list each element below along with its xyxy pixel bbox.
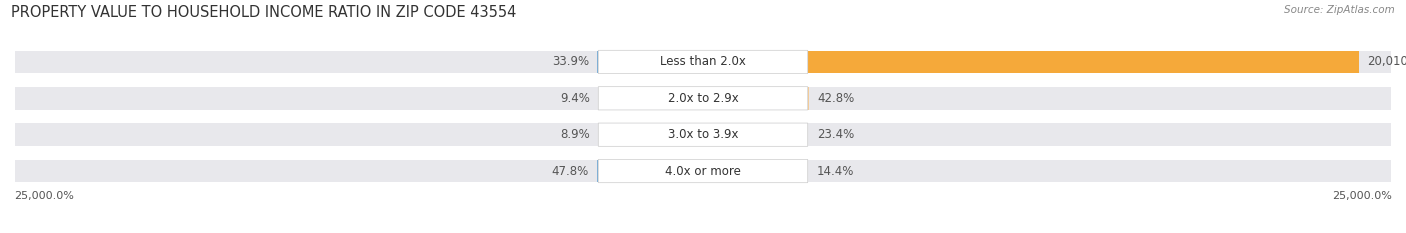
Text: Source: ZipAtlas.com: Source: ZipAtlas.com — [1284, 5, 1395, 15]
Text: 42.8%: 42.8% — [817, 92, 855, 105]
Bar — [14, 160, 1392, 182]
Text: 3.0x to 3.9x: 3.0x to 3.9x — [668, 128, 738, 141]
Text: 25,000.0%: 25,000.0% — [1331, 191, 1392, 201]
FancyBboxPatch shape — [599, 123, 807, 146]
Text: 2.0x to 2.9x: 2.0x to 2.9x — [668, 92, 738, 105]
Bar — [14, 123, 1392, 146]
Text: 8.9%: 8.9% — [560, 128, 589, 141]
Bar — [807, 51, 1360, 73]
Text: 4.0x or more: 4.0x or more — [665, 164, 741, 178]
Text: 9.4%: 9.4% — [560, 92, 589, 105]
Text: PROPERTY VALUE TO HOUSEHOLD INCOME RATIO IN ZIP CODE 43554: PROPERTY VALUE TO HOUSEHOLD INCOME RATIO… — [11, 5, 516, 20]
Bar — [14, 87, 1392, 110]
Text: 20,010.1%: 20,010.1% — [1368, 55, 1406, 69]
Text: 23.4%: 23.4% — [817, 128, 853, 141]
Text: 33.9%: 33.9% — [553, 55, 589, 69]
Text: Less than 2.0x: Less than 2.0x — [659, 55, 747, 69]
Text: 14.4%: 14.4% — [817, 164, 853, 178]
Text: 25,000.0%: 25,000.0% — [14, 191, 75, 201]
FancyBboxPatch shape — [599, 87, 807, 110]
FancyBboxPatch shape — [599, 50, 807, 74]
FancyBboxPatch shape — [599, 159, 807, 183]
Text: 47.8%: 47.8% — [551, 164, 589, 178]
Bar — [14, 51, 1392, 73]
